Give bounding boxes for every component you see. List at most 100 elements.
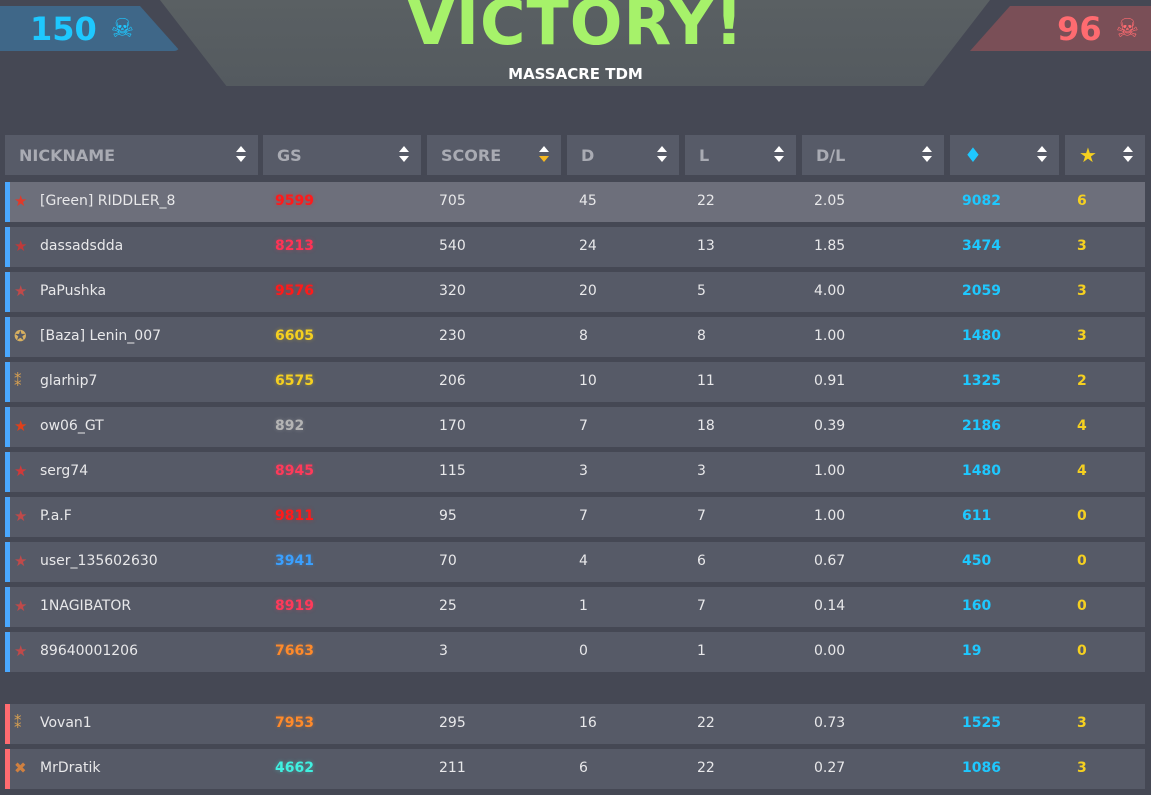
sort-arrows-icon[interactable]: [1037, 146, 1047, 164]
cell-gs: 8919: [275, 598, 314, 614]
column-header-d[interactable]: D: [567, 135, 679, 175]
cell-name[interactable]: 1NAGIBATOR: [40, 598, 132, 614]
player-row[interactable]: ✖ MrDratik 4662 211 6 22 0.27 1086 3: [5, 749, 1145, 789]
cell-gems: 3474: [962, 238, 1001, 254]
cell-l: 6: [697, 553, 706, 569]
player-row[interactable]: ✪ [Baza] Lenin_007 6605 230 8 8 1.00 1480 3: [5, 317, 1145, 357]
cell-name[interactable]: PaPushka: [40, 283, 107, 299]
player-row[interactable]: ⁑ glarhip7 6575 206 10 11 0.91 1325 2: [5, 362, 1145, 402]
cell-score: 3: [439, 643, 448, 659]
cell-gems: 1480: [962, 463, 1001, 479]
cell-name[interactable]: serg74: [40, 463, 89, 479]
column-header-staricon[interactable]: ★: [1065, 135, 1145, 175]
column-header-l[interactable]: L: [685, 135, 796, 175]
cell-dl: 4.00: [814, 283, 846, 299]
cell-score: 95: [439, 508, 457, 524]
column-header-gs[interactable]: GS: [263, 135, 421, 175]
blue-team-score: 150 ☠: [0, 6, 180, 51]
column-header-gemicon[interactable]: ♦: [950, 135, 1059, 175]
cell-name[interactable]: P.a.F: [40, 508, 72, 524]
cell-dl: 1.00: [814, 463, 846, 479]
team-indicator: [5, 497, 10, 537]
rank-icon: ★: [14, 417, 28, 435]
cell-gs: 9811: [275, 508, 314, 524]
player-row[interactable]: ★ [Green] RIDDLER_8 9599 705 45 22 2.05 9082 6: [5, 182, 1145, 222]
player-row[interactable]: ★ 1NAGIBATOR 8919 25 1 7 0.14 160 0: [5, 587, 1145, 627]
cell-stars: 2: [1077, 373, 1087, 389]
rank-icon: ★: [14, 642, 28, 660]
team-indicator: [5, 749, 10, 789]
cell-gs: 6575: [275, 373, 314, 389]
sort-arrows-icon[interactable]: [399, 146, 409, 164]
cell-stars: 3: [1077, 283, 1087, 299]
cell-name[interactable]: dassadsdda: [40, 238, 124, 254]
rank-icon: ★: [14, 282, 28, 300]
column-header-score[interactable]: SCORE: [427, 135, 561, 175]
cell-l: 5: [697, 283, 706, 299]
cell-dl: 1.00: [814, 508, 846, 524]
player-row[interactable]: ★ P.a.F 9811 95 7 7 1.00 611 0: [5, 497, 1145, 537]
cell-score: 705: [439, 193, 466, 209]
cell-dl: 0.67: [814, 553, 846, 569]
cell-stars: 3: [1077, 760, 1087, 776]
skull-icon: ☠: [110, 13, 135, 44]
sort-arrows-icon[interactable]: [774, 146, 784, 164]
cell-name[interactable]: MrDratik: [40, 760, 101, 776]
cell-name[interactable]: [Baza] Lenin_007: [40, 328, 162, 344]
cell-name[interactable]: [Green] RIDDLER_8: [40, 193, 176, 209]
rank-icon: ★: [14, 507, 28, 525]
cell-name[interactable]: 89640001206: [40, 643, 138, 659]
player-row[interactable]: ★ dassadsdda 8213 540 24 13 1.85 3474 3: [5, 227, 1145, 267]
cell-dl: 0.91: [814, 373, 846, 389]
column-header-nickname[interactable]: NICKNAME: [5, 135, 258, 175]
cell-l: 18: [697, 418, 715, 434]
cell-name[interactable]: user_135602630: [40, 553, 158, 569]
player-row[interactable]: ★ user_135602630 3941 70 4 6 0.67 450 0: [5, 542, 1145, 582]
cell-d: 45: [579, 193, 597, 209]
cell-name[interactable]: ow06_GT: [40, 418, 104, 434]
sort-arrows-icon[interactable]: [922, 146, 932, 164]
cell-gems: 1325: [962, 373, 1001, 389]
team-indicator: [5, 452, 10, 492]
cell-d: 16: [579, 715, 597, 731]
cell-l: 8: [697, 328, 706, 344]
cell-name[interactable]: glarhip7: [40, 373, 98, 389]
cell-gs: 4662: [275, 760, 314, 776]
sort-arrows-icon[interactable]: [236, 146, 246, 164]
cell-d: 7: [579, 418, 588, 434]
player-row[interactable]: ★ 89640001206 7663 3 0 1 0.00 19 0: [5, 632, 1145, 672]
cell-gems: 1525: [962, 715, 1001, 731]
cell-gs: 892: [275, 418, 305, 434]
cell-name[interactable]: Vovan1: [40, 715, 92, 731]
cell-l: 22: [697, 760, 715, 776]
rank-icon: ★: [14, 597, 28, 615]
cell-gs: 9599: [275, 193, 314, 209]
skull-icon: ☠: [1115, 13, 1139, 44]
column-header-dl[interactable]: D/L: [802, 135, 944, 175]
cell-gs: 6605: [275, 328, 314, 344]
cell-d: 8: [579, 328, 588, 344]
cell-d: 10: [579, 373, 597, 389]
star-icon: ★: [1079, 143, 1097, 167]
cell-stars: 4: [1077, 418, 1087, 434]
player-row[interactable]: ★ serg74 8945 115 3 3 1.00 1480 4: [5, 452, 1145, 492]
player-row[interactable]: ★ ow06_GT 892 170 7 18 0.39 2186 4: [5, 407, 1145, 447]
cell-dl: 0.14: [814, 598, 846, 614]
player-row[interactable]: ⁑ Vovan1 7953 295 16 22 0.73 1525 3: [5, 704, 1145, 744]
sort-arrows-icon[interactable]: [1123, 146, 1133, 164]
cell-l: 7: [697, 598, 706, 614]
cell-gems: 2186: [962, 418, 1001, 434]
sort-arrows-icon[interactable]: [657, 146, 667, 164]
cell-score: 295: [439, 715, 466, 731]
cell-d: 7: [579, 508, 588, 524]
sort-arrows-icon[interactable]: [539, 146, 549, 164]
cell-score: 320: [439, 283, 466, 299]
cell-gs: 7663: [275, 643, 314, 659]
rank-icon: ★: [14, 192, 28, 210]
cell-stars: 0: [1077, 553, 1087, 569]
rank-icon: ✖: [14, 759, 27, 777]
cell-gems: 1086: [962, 760, 1001, 776]
column-label: GS: [277, 145, 302, 165]
rank-icon: ★: [14, 237, 28, 255]
player-row[interactable]: ★ PaPushka 9576 320 20 5 4.00 2059 3: [5, 272, 1145, 312]
